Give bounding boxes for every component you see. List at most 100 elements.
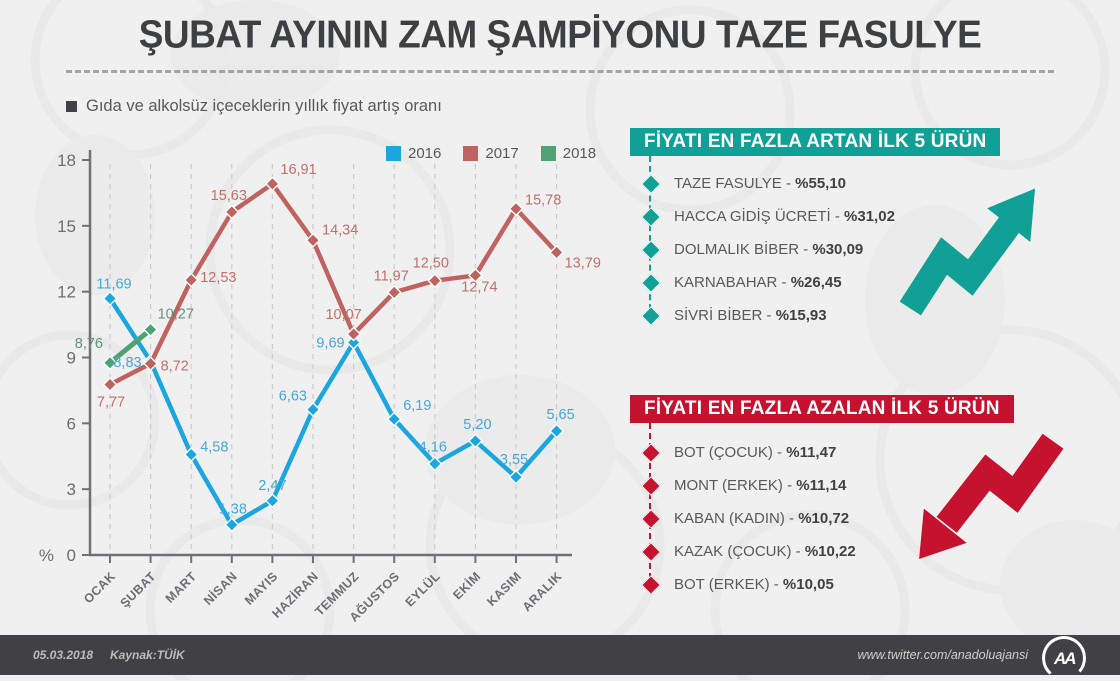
diamond-icon: [641, 239, 661, 260]
item-value: %10,22: [804, 543, 856, 560]
svg-text:5,65: 5,65: [546, 407, 574, 423]
svg-text:11,97: 11,97: [374, 268, 409, 284]
svg-text:NİSAN: NİSAN: [200, 569, 240, 609]
svg-text:11,69: 11,69: [96, 276, 131, 292]
item-label: MONT (ERKEK) -: [674, 477, 797, 494]
diamond-icon: [641, 574, 661, 595]
item-label: KABAN (KADIN) -: [674, 510, 799, 527]
svg-text:9,69: 9,69: [316, 335, 344, 351]
list-item: BOT (ERKEK) - %10,05: [630, 568, 960, 601]
svg-text:6,63: 6,63: [279, 389, 307, 405]
top-decrease-panel-title: FİYATI EN FAZLA AZALAN İLK 5 ÜRÜN: [630, 395, 1014, 423]
diamond-icon: [641, 475, 661, 496]
svg-text:ŞUBAT: ŞUBAT: [118, 569, 159, 610]
item-label: KAZAK (ÇOCUK) -: [674, 543, 805, 560]
chart-subtitle: Gıda ve alkolsüz içeceklerin yıllık fiya…: [66, 97, 442, 116]
title-divider: [66, 70, 1054, 73]
svg-text:OCAK: OCAK: [81, 569, 118, 606]
dashed-connector: [649, 423, 651, 589]
legend-label: 2017: [485, 145, 519, 162]
item-value: %11,47: [786, 444, 837, 461]
diamond-icon: [641, 305, 661, 326]
diamond-icon: [641, 508, 661, 529]
item-label: KARNABAHAR -: [674, 274, 791, 291]
top-decrease-list: BOT (ÇOCUK) - %11,47 MONT (ERKEK) - %11,…: [630, 423, 960, 601]
legend-label: 2016: [408, 145, 442, 162]
svg-text:15,78: 15,78: [525, 193, 561, 209]
page-title: ŞUBAT AYININ ZAM ŞAMPİYONU TAZE FASULYE: [138, 13, 982, 56]
svg-text:4,58: 4,58: [200, 439, 228, 455]
svg-text:12,74: 12,74: [461, 279, 497, 295]
diamond-icon: [641, 541, 661, 562]
svg-text:10,27: 10,27: [158, 307, 194, 323]
svg-text:15,63: 15,63: [211, 188, 247, 204]
svg-text:16,91: 16,91: [280, 162, 316, 178]
legend-swatch: [540, 146, 556, 161]
trend-down-icon: [919, 433, 1064, 559]
diamond-icon: [641, 206, 661, 227]
svg-text:15: 15: [57, 217, 76, 236]
legend-item: 2017: [463, 145, 519, 162]
svg-text:0: 0: [67, 546, 76, 565]
list-item: KAZAK (ÇOCUK) - %10,22: [630, 535, 960, 568]
legend-swatch: [386, 146, 401, 161]
svg-text:MART: MART: [163, 569, 200, 606]
diamond-icon: [641, 442, 661, 463]
item-label: BOT (ERKEK) -: [674, 576, 783, 593]
trend-up-icon: [900, 188, 1035, 316]
svg-text:KASIM: KASIM: [484, 569, 524, 609]
item-label: DOLMALIK BİBER -: [674, 241, 813, 258]
svg-text:18: 18: [57, 151, 76, 170]
item-label: TAZE FASULYE -: [674, 175, 796, 192]
list-item: TAZE FASULYE - %55,10: [630, 167, 960, 200]
square-bullet-icon: [66, 101, 77, 112]
list-item: HACCA GİDİŞ ÜCRETİ - %31,02: [630, 200, 960, 233]
svg-text:3,55: 3,55: [500, 452, 528, 468]
svg-text:9: 9: [67, 349, 76, 368]
item-value: %15,93: [775, 307, 827, 324]
svg-text:4,16: 4,16: [419, 440, 447, 456]
svg-text:12,53: 12,53: [200, 270, 236, 286]
item-value: %10,05: [782, 576, 834, 593]
list-item: SİVRİ BİBER - %15,93: [630, 299, 960, 332]
svg-text:EKİM: EKİM: [450, 569, 484, 603]
svg-text:1,38: 1,38: [219, 502, 247, 518]
item-label: HACCA GİDİŞ ÜCRETİ -: [674, 208, 845, 225]
footer-twitter-url: www.twitter.com/anadoluajansi: [857, 648, 1028, 662]
svg-text:5,20: 5,20: [463, 417, 491, 433]
legend-item: 2016: [386, 145, 441, 162]
svg-text:%: %: [39, 546, 54, 565]
list-item: MONT (ERKEK) - %11,14: [630, 469, 960, 502]
svg-text:8,83: 8,83: [113, 355, 141, 371]
item-value: %10,72: [798, 510, 850, 527]
svg-text:7,77: 7,77: [97, 394, 125, 410]
top-increase-list: TAZE FASULYE - %55,10 HACCA GİDİŞ ÜCRETİ…: [630, 156, 960, 332]
svg-text:2,47: 2,47: [258, 478, 286, 494]
item-value: %11,14: [796, 477, 847, 494]
legend-swatch: [463, 146, 479, 161]
svg-text:ARALIK: ARALIK: [520, 569, 565, 614]
svg-text:EYLÜL: EYLÜL: [402, 569, 443, 610]
footer-source: Kaynak:TÜİK: [110, 648, 185, 662]
svg-text:12: 12: [57, 283, 76, 302]
svg-text:MAYIS: MAYIS: [242, 569, 281, 608]
chart-legend: 2016 2017 2018: [386, 145, 596, 162]
item-value: %30,09: [812, 241, 864, 258]
footer-date: 05.03.2018: [33, 648, 94, 662]
svg-text:10,07: 10,07: [325, 307, 361, 323]
svg-text:14,34: 14,34: [322, 222, 358, 238]
svg-text:12,50: 12,50: [413, 256, 449, 272]
diamond-icon: [641, 173, 661, 194]
chart-subtitle-label: Gıda ve alkolsüz içeceklerin yıllık fiya…: [86, 97, 442, 115]
svg-text:3: 3: [67, 480, 76, 499]
top-increase-panel-title: FİYATI EN FAZLA ARTAN İLK 5 ÜRÜN: [630, 128, 1001, 156]
list-item: BOT (ÇOCUK) - %11,47: [630, 436, 960, 469]
dashed-connector: [649, 156, 651, 320]
item-label: BOT (ÇOCUK) -: [674, 444, 787, 461]
svg-text:13,79: 13,79: [565, 255, 601, 271]
item-value: %26,45: [790, 274, 842, 291]
item-value: %55,10: [795, 175, 847, 192]
legend-label: 2018: [562, 145, 597, 162]
item-label: SİVRİ BİBER -: [674, 307, 776, 324]
